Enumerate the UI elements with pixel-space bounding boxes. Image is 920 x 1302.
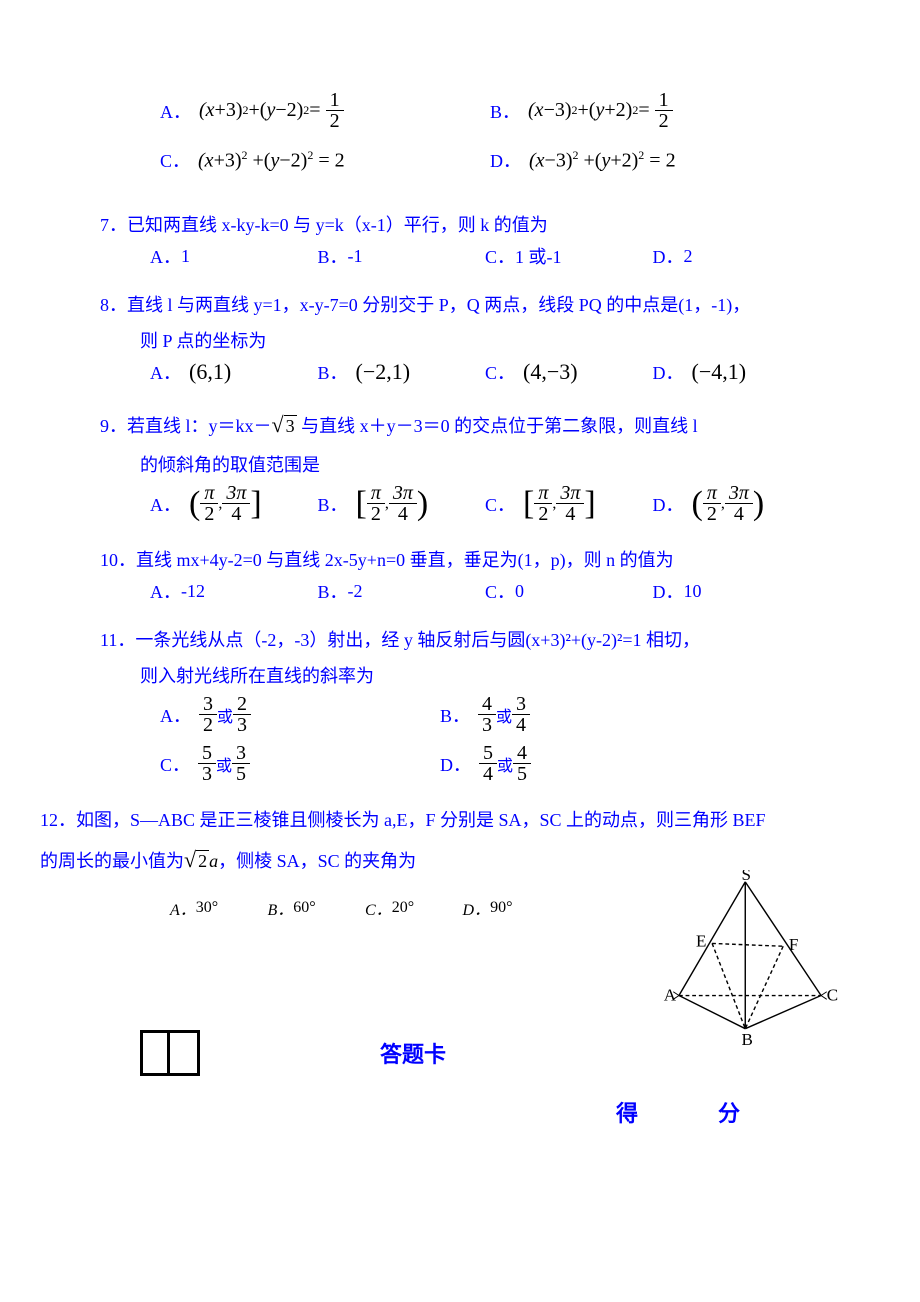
diagram-label-e: E: [696, 931, 706, 950]
q10-opt-d: D．10: [653, 578, 821, 604]
q8-opt-d: D．(−4,1): [653, 359, 821, 385]
q8: 8．直线 l 与两直线 y=1，x-y-7=0 分别交于 P，Q 两点，线段 P…: [100, 287, 820, 385]
score-fen: 分: [718, 1096, 740, 1128]
q12-text1: 12．如图，S—ABC 是正三棱锥且侧棱长为 a,E，F 分别是 SA，SC 上…: [40, 802, 820, 838]
q12-opt-a: A．30°: [170, 896, 268, 920]
q6-options: A． (x+3)2 +(y−2)2 = 12 B． (x−3)2 +(y+2)2…: [100, 90, 820, 189]
q11-opt-b: B． 43或34: [440, 694, 530, 735]
q10: 10．直线 mx+4y-2=0 与直线 2x-5y+n=0 垂直，垂足为(1，p…: [100, 542, 820, 604]
q6-opt-c-math: (x+3)2 +(y−2)2 = 2: [198, 148, 345, 173]
q9-opt-a: A． (π2,3π4]: [150, 483, 318, 524]
q12-diagram: S A B C E F: [660, 870, 840, 1050]
score-de: 得: [616, 1096, 638, 1128]
q8-text1: 8．直线 l 与两直线 y=1，x-y-7=0 分别交于 P，Q 两点，线段 P…: [100, 287, 820, 323]
q6-opt-d-math: (x−3)2 +(y+2)2 = 2: [529, 148, 676, 173]
q11-text1: 11．一条光线从点（-2，-3）射出，经 y 轴反射后与圆(x+3)²+(y-2…: [100, 622, 820, 658]
answer-card-header: 答题卡: [100, 1030, 820, 1076]
q9-opt-d: D． (π2,3π4): [653, 483, 821, 524]
q12-opt-c: C．20°: [365, 896, 463, 920]
diagram-label-c: C: [827, 985, 838, 1004]
q6-opt-a-math: (x+3)2 +(y−2)2 = 12: [199, 90, 344, 131]
q10-opt-c: C．0: [485, 578, 653, 604]
diagram-label-f: F: [789, 935, 798, 954]
opt-label: A．: [160, 98, 191, 124]
answer-title: 答题卡: [380, 1037, 446, 1069]
q10-opt-a: A．-12: [150, 578, 318, 604]
q8-text2: 则 P 点的坐标为: [100, 323, 820, 359]
q8-opt-c: C．(4,−3): [485, 359, 653, 385]
score-row: 得 分: [100, 1096, 820, 1128]
q9-text1: 9．若直线 l：y＝kx－√3 与直线 x＋y－3＝0 的交点位于第二象限，则直…: [100, 403, 820, 447]
q11: 11．一条光线从点（-2，-3）射出，经 y 轴反射后与圆(x+3)²+(y-2…: [100, 622, 820, 784]
answer-box-icon: [140, 1030, 200, 1076]
q12-opt-b: B．60°: [268, 896, 366, 920]
q6-opt-b: B． (x−3)2 +(y+2)2 = 12: [490, 90, 820, 131]
q7-opt-d: D．2: [653, 243, 821, 269]
opt-label: C．: [160, 147, 190, 173]
q7-opt-b: B．-1: [318, 243, 486, 269]
opt-label: D．: [490, 147, 521, 173]
q7-text: 7．已知两直线 x-ky-k=0 与 y=k（x-1）平行，则 k 的值为: [100, 207, 820, 243]
q6-opt-b-math: (x−3)2 +(y+2)2 = 12: [528, 90, 673, 131]
q7-opt-c: C．1 或-1: [485, 243, 653, 269]
diagram-label-s: S: [741, 870, 750, 884]
q11-opt-a: A． 32或23: [160, 694, 440, 735]
q10-text: 10．直线 mx+4y-2=0 与直线 2x-5y+n=0 垂直，垂足为(1，p…: [100, 542, 820, 578]
q9-opt-c: C． [π2,3π4]: [485, 483, 653, 524]
diagram-label-a: A: [664, 985, 677, 1004]
q8-opt-a: A．(6,1): [150, 359, 318, 385]
q10-opt-b: B．-2: [318, 578, 486, 604]
q11-opt-c: C． 53或35: [160, 743, 440, 784]
opt-label: B．: [490, 98, 520, 124]
q9: 9．若直线 l：y＝kx－√3 与直线 x＋y－3＝0 的交点位于第二象限，则直…: [100, 403, 820, 524]
q11-text2: 则入射光线所在直线的斜率为: [100, 658, 820, 694]
q9-opt-b: B． [π2,3π4): [318, 483, 486, 524]
q6-opt-a: A． (x+3)2 +(y−2)2 = 12: [160, 90, 490, 131]
q11-opt-d: D． 54或45: [440, 743, 531, 784]
q7: 7．已知两直线 x-ky-k=0 与 y=k（x-1）平行，则 k 的值为 A．…: [100, 207, 820, 269]
q8-opt-b: B．(−2,1): [318, 359, 486, 385]
q6-opt-d: D． (x−3)2 +(y+2)2 = 2: [490, 147, 820, 173]
q9-text2: 的倾斜角的取值范围是: [100, 447, 820, 483]
q6-opt-c: C． (x+3)2 +(y−2)2 = 2: [160, 147, 490, 173]
q7-opt-a: A．1: [150, 243, 318, 269]
q12-opt-d: D．90°: [463, 896, 561, 920]
